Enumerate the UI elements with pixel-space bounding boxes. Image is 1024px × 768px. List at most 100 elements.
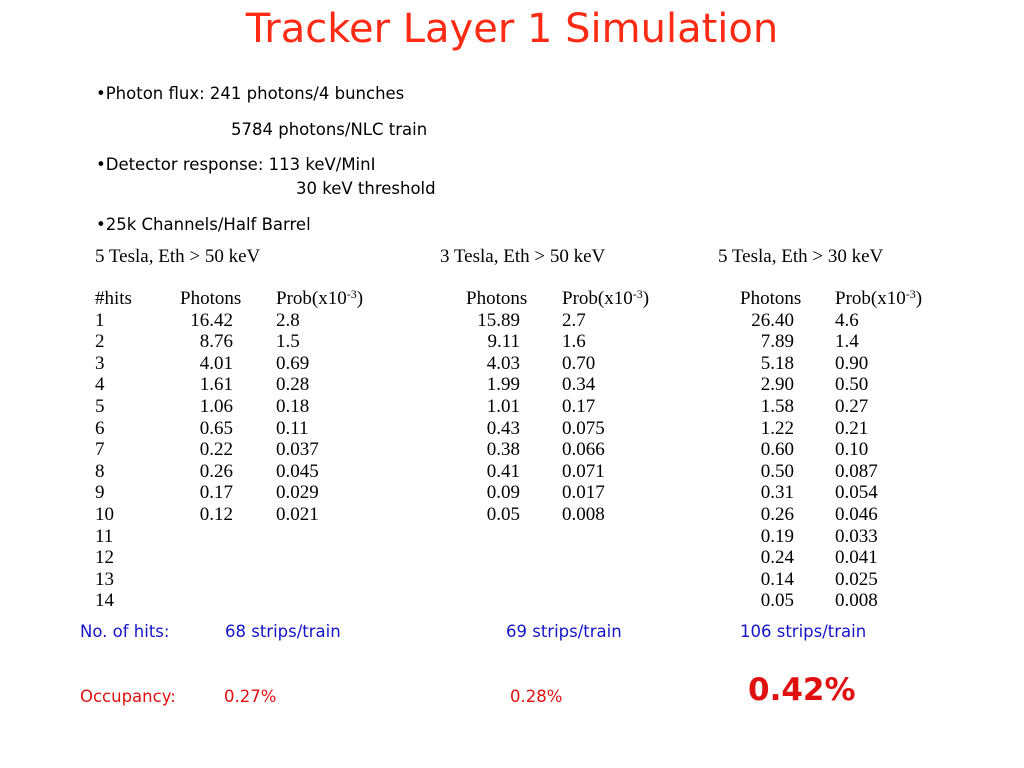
prob-cell: 0.071 (562, 460, 605, 482)
photons-cell: 0.24 (760, 547, 794, 569)
photons-cell: 0.60 (760, 439, 794, 461)
occupancy-value-3: 0.42% (748, 672, 856, 708)
photons-cell: 0.50 (760, 460, 794, 482)
photons-cell: 1.61 (199, 374, 233, 396)
prob-cell: 0.075 (562, 417, 605, 439)
prob-cell: 0.69 (276, 352, 310, 374)
photons-cell: 0.05 (486, 503, 520, 525)
table-1-photons-column: Photons 16.42 8.76 4.01 1.61 1.06 0.65 0.22 0.2… (180, 288, 242, 526)
photons-cell: 2.90 (760, 374, 794, 396)
photons-cell: 1.99 (486, 374, 520, 396)
prob-cell: 0.17 (562, 395, 596, 417)
hits-cell: 10 (95, 503, 114, 525)
prob-cell: 0.27 (835, 395, 869, 417)
prob-cell: 0.18 (276, 395, 310, 417)
hits-value-3: 106 strips/train (740, 622, 867, 641)
table-1-prob-column: Prob(x10-3) 2.8 1.5 0.69 0.28 0.18 0.11 0.037 0… (276, 288, 396, 526)
photons-cell: 26.40 (751, 309, 794, 331)
hits-cell: 11 (95, 525, 114, 547)
photons-cell: 0.05 (760, 590, 794, 612)
hits-cell: 9 (95, 482, 105, 504)
prob-cell: 0.10 (835, 439, 869, 461)
photons-cell: 0.31 (760, 482, 794, 504)
prob-cell: 0.70 (562, 352, 596, 374)
prob-cell: 0.017 (562, 482, 605, 504)
prob-cell: 4.6 (835, 309, 859, 331)
prob-cell: 2.7 (562, 309, 586, 331)
photons-header: Photons (180, 288, 242, 309)
photons-cell: 0.43 (486, 417, 520, 439)
photons-cell: 0.65 (199, 417, 233, 439)
photons-cell: 0.41 (486, 460, 520, 482)
occupancy-label: Occupancy: (80, 687, 176, 706)
photons-cell: 0.14 (760, 568, 794, 590)
hits-value-2: 69 strips/train (506, 622, 622, 641)
photons-cell: 0.09 (486, 482, 520, 504)
photons-cell: 0.19 (760, 525, 794, 547)
photons-cell: 1.06 (199, 395, 233, 417)
prob-header: Prob(x10-3) (276, 287, 364, 309)
hits-cell: 12 (95, 547, 114, 569)
prob-header: Prob(x10-3) (562, 287, 650, 309)
photons-cell: 15.89 (477, 309, 520, 331)
prob-cell: 0.087 (835, 460, 878, 482)
photons-cell: 1.58 (760, 395, 794, 417)
prob-cell: 0.21 (835, 417, 869, 439)
hits-cell: 5 (95, 395, 105, 417)
prob-cell: 0.033 (835, 525, 878, 547)
hits-cell: 7 (95, 439, 105, 461)
prob-cell: 0.008 (562, 503, 605, 525)
photons-cell: 9.11 (487, 331, 520, 353)
prob-cell: 1.5 (276, 331, 300, 353)
table-3-prob-column: Prob(x10-3) 4.6 1.4 0.90 0.50 0.27 0.21 0.10 0.… (835, 288, 955, 612)
table-2-photons-column: Photons 15.89 9.11 4.03 1.99 1.01 0.43 0.38 0.4… (466, 288, 528, 526)
prob-cell: 0.50 (835, 374, 869, 396)
hits-cell: 6 (95, 417, 105, 439)
prob-cell: 0.041 (835, 547, 878, 569)
hits-value-1: 68 strips/train (225, 622, 341, 641)
photons-cell: 0.12 (199, 503, 233, 525)
photons-cell: 0.22 (199, 439, 233, 461)
prob-cell: 0.046 (835, 503, 878, 525)
table-3-heading: 5 Tesla, Eth > 30 keV (718, 246, 884, 267)
photons-header: Photons (466, 288, 528, 309)
bullet-detector-threshold: 30 keV threshold (296, 179, 436, 198)
prob-cell: 0.34 (562, 374, 596, 396)
bullet-channels: •25k Channels/Half Barrel (96, 215, 311, 234)
hits-header: #hits (95, 288, 132, 309)
prob-cell: 0.90 (835, 352, 869, 374)
photons-cell: 0.26 (199, 460, 233, 482)
table-1-heading: 5 Tesla, Eth > 50 keV (95, 246, 261, 267)
photons-cell: 4.03 (486, 352, 520, 374)
hits-cell: 13 (95, 568, 114, 590)
slide-title: Tracker Layer 1 Simulation (245, 6, 779, 52)
prob-cell: 0.037 (276, 439, 319, 461)
prob-cell: 2.8 (276, 309, 300, 331)
occupancy-value-1: 0.27% (224, 687, 277, 706)
prob-cell: 0.025 (835, 568, 878, 590)
photons-header: Photons (740, 288, 802, 309)
prob-header: Prob(x10-3) (835, 287, 923, 309)
photons-cell: 0.17 (199, 482, 233, 504)
photons-cell: 0.26 (760, 503, 794, 525)
prob-cell: 0.029 (276, 482, 319, 504)
bullet-detector-response: •Detector response: 113 keV/MinI (96, 155, 376, 174)
prob-cell: 1.6 (562, 331, 586, 353)
prob-cell: 0.11 (276, 417, 309, 439)
prob-cell: 0.008 (835, 590, 878, 612)
hits-cell: 3 (95, 352, 105, 374)
hits-cell: 1 (95, 309, 105, 331)
hits-cell: 2 (95, 331, 105, 353)
bullet-photon-flux-train: 5784 photons/NLC train (231, 120, 428, 139)
prob-cell: 0.066 (562, 439, 605, 461)
photons-cell: 1.01 (486, 395, 520, 417)
photons-cell: 5.18 (760, 352, 794, 374)
bullet-photon-flux: •Photon flux: 241 photons/4 bunches (96, 84, 405, 103)
table-2-prob-column: Prob(x10-3) 2.7 1.6 0.70 0.34 0.17 0.075 0.066… (562, 288, 682, 526)
hits-cell: 4 (95, 374, 105, 396)
photons-cell: 1.22 (760, 417, 794, 439)
table-1-hits-column: #hits 1 2 3 4 5 6 7 8 9 10 11 12 13 14 (95, 288, 165, 612)
photons-cell: 7.89 (760, 331, 794, 353)
table-3-photons-column: Photons 26.40 7.89 5.18 2.90 1.58 1.22 0.60 0.5… (740, 288, 802, 612)
table-2-heading: 3 Tesla, Eth > 50 keV (440, 246, 606, 267)
